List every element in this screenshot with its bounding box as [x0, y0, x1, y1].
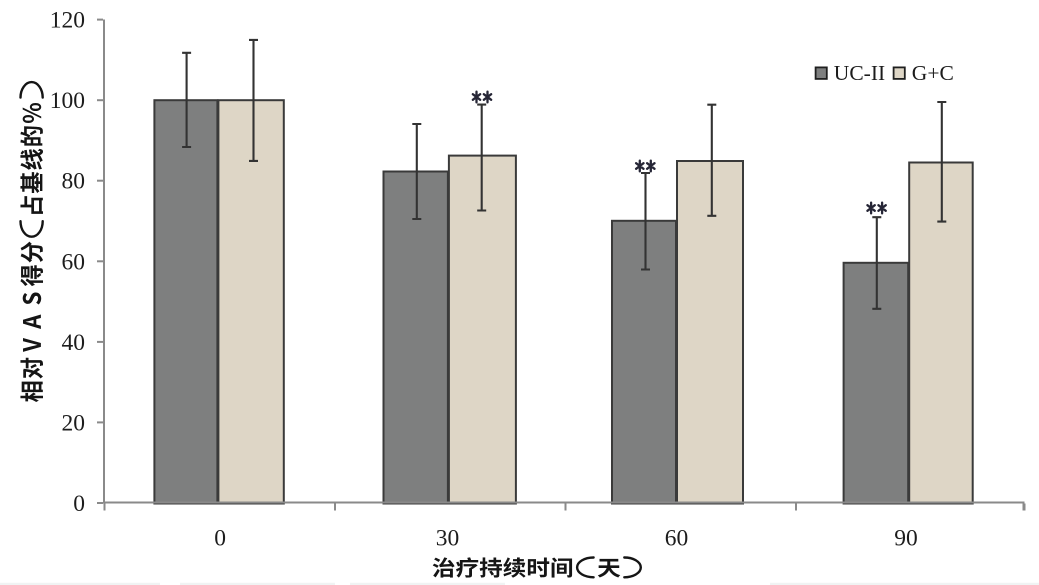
svg-text:20: 20 [62, 410, 86, 436]
svg-text:120: 120 [50, 8, 85, 34]
svg-text:60: 60 [665, 526, 689, 552]
svg-text:100: 100 [50, 88, 85, 114]
svg-text:40: 40 [62, 330, 86, 356]
svg-text:G+C: G+C [912, 61, 954, 85]
svg-text:UC-II: UC-II [834, 61, 885, 85]
svg-text:0: 0 [73, 491, 85, 517]
svg-text:80: 80 [62, 169, 86, 195]
svg-text:60: 60 [62, 249, 86, 275]
svg-text:90: 90 [894, 526, 918, 552]
svg-text:0: 0 [214, 526, 226, 552]
svg-text:30: 30 [436, 526, 460, 552]
